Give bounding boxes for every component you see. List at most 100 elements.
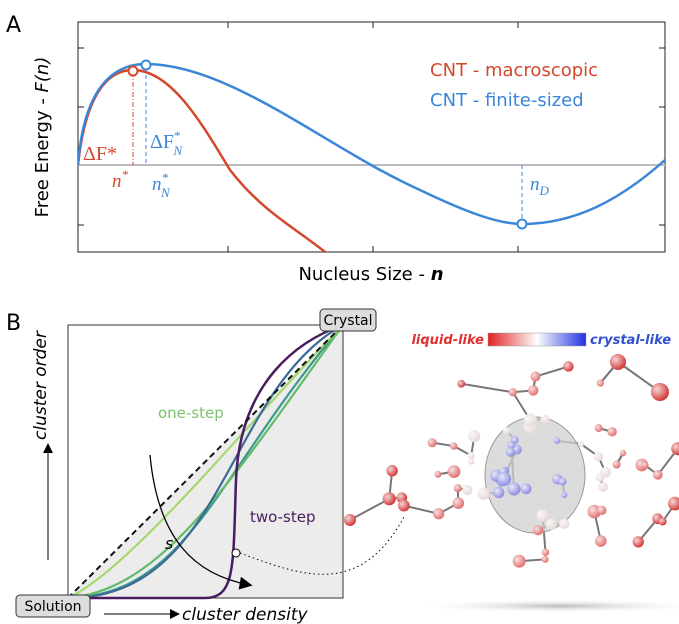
atom-highlight (520, 483, 532, 495)
atom-highlight (523, 413, 537, 427)
atom-highlight (382, 492, 396, 506)
shadow (410, 599, 679, 613)
atom-highlight (541, 555, 549, 563)
pathway (68, 323, 344, 600)
atom-highlight (653, 470, 663, 480)
atom-highlight (600, 466, 611, 478)
atom-highlight (553, 437, 561, 444)
atom-highlight (533, 525, 544, 536)
atom-highlight (632, 536, 644, 548)
atom-highlight (596, 379, 604, 387)
label-part: * (174, 128, 181, 143)
colorbar (487, 332, 587, 347)
atom-highlight (561, 492, 568, 499)
label-part: n (152, 174, 162, 195)
legend-entry: CNT - macroscopic (430, 60, 598, 81)
colorbar-label: crystal-like (590, 333, 671, 348)
diagonal (67, 324, 344, 599)
atom-highlight (651, 383, 669, 401)
x-axis-label: cluster density (182, 605, 308, 624)
atom-highlight (577, 440, 585, 448)
bond (349, 497, 390, 521)
y-axis-label: Free Energy - F(n) (32, 57, 53, 218)
panel-a: A CNT - macroscopic CNT - finite-sized Δ… (6, 13, 666, 285)
label-part: n (530, 174, 540, 195)
atom-highlight (467, 452, 475, 460)
atom-highlight (619, 449, 627, 457)
atom-highlight (453, 484, 462, 493)
atom-highlight (610, 354, 626, 370)
atom-highlight (477, 487, 490, 500)
atom-highlight (457, 379, 466, 388)
atom-highlight (559, 518, 570, 529)
barrier-label: ΔF* N (150, 128, 183, 158)
legend-entry: CNT - finite-sized (430, 90, 584, 111)
max-point (127, 65, 139, 77)
arrow (149, 454, 253, 590)
atom-highlight (512, 554, 526, 568)
atom-highlight (497, 472, 512, 486)
atom-highlight (668, 496, 679, 511)
atom-highlight (505, 447, 516, 457)
atom-highlight (597, 505, 607, 515)
barrier-label: ΔF* (83, 143, 117, 165)
atom-highlight (511, 436, 519, 444)
atom-highlight (397, 499, 410, 512)
atom-highlight (594, 424, 603, 433)
pathway-label: two-step (250, 508, 315, 526)
label-part: * (122, 167, 129, 182)
y-axis-label: cluster order (31, 330, 51, 440)
atom-highlight (468, 458, 475, 465)
atom-highlight (641, 461, 649, 469)
atom-highlight (447, 465, 461, 478)
state-label: Crystal (323, 313, 372, 329)
atom-highlight (507, 482, 521, 496)
atom-highlight (658, 517, 667, 526)
panel-label: A (6, 13, 21, 38)
atom-highlight (462, 484, 473, 496)
atom-highlight (386, 465, 398, 477)
atom-highlight (593, 451, 604, 462)
curve-finite (78, 62, 665, 226)
atom-highlight (493, 486, 505, 499)
atom-highlight (508, 388, 517, 397)
atom-highlight (344, 514, 356, 526)
pathway-label: one-step (158, 404, 224, 422)
label-part: D (539, 183, 550, 198)
atom-highlight (530, 371, 541, 382)
label-part: Nucleus Size - (298, 264, 430, 285)
atom-highlight (452, 497, 465, 509)
pathway (67, 324, 344, 600)
panel-b: B s one-step two-step Crystal Solution c… (6, 308, 679, 624)
x-axis-label: Nucleus Size - n (298, 264, 443, 285)
pathway (67, 324, 344, 600)
dense-label: nD (530, 174, 550, 198)
label-part: N (160, 185, 171, 200)
atom-highlight (528, 385, 539, 396)
min-point (516, 218, 528, 230)
critical-label: n* (112, 167, 129, 192)
bond (461, 382, 513, 394)
panel-label: B (6, 311, 21, 336)
state-box (15, 594, 91, 618)
point (231, 548, 241, 558)
atom-highlight (671, 442, 679, 456)
connector (239, 514, 406, 575)
atom-highlight (559, 478, 567, 486)
label-part: N (172, 143, 183, 158)
ticks (78, 22, 665, 252)
atom-highlight (433, 508, 445, 520)
molecule (344, 354, 679, 568)
label-part: ΔF (150, 131, 174, 153)
atom-highlight (563, 361, 574, 372)
atom-highlight (595, 535, 607, 547)
atom-highlight (545, 518, 558, 530)
colorbar-label: liquid-like (411, 333, 484, 348)
max-point (140, 59, 152, 71)
path-label: s (165, 534, 173, 553)
label-part: * (162, 170, 169, 185)
bond (535, 365, 569, 378)
atom-highlight (427, 438, 437, 448)
atom-highlight (468, 430, 481, 443)
